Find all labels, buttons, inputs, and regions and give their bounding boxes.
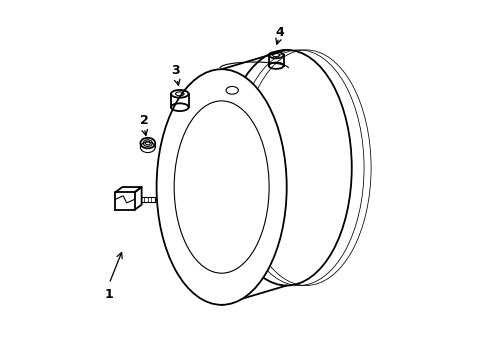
Text: 3: 3 bbox=[171, 64, 180, 77]
Text: 4: 4 bbox=[275, 26, 284, 39]
Ellipse shape bbox=[156, 69, 286, 305]
Text: 1: 1 bbox=[104, 288, 113, 301]
Text: 2: 2 bbox=[140, 114, 148, 127]
